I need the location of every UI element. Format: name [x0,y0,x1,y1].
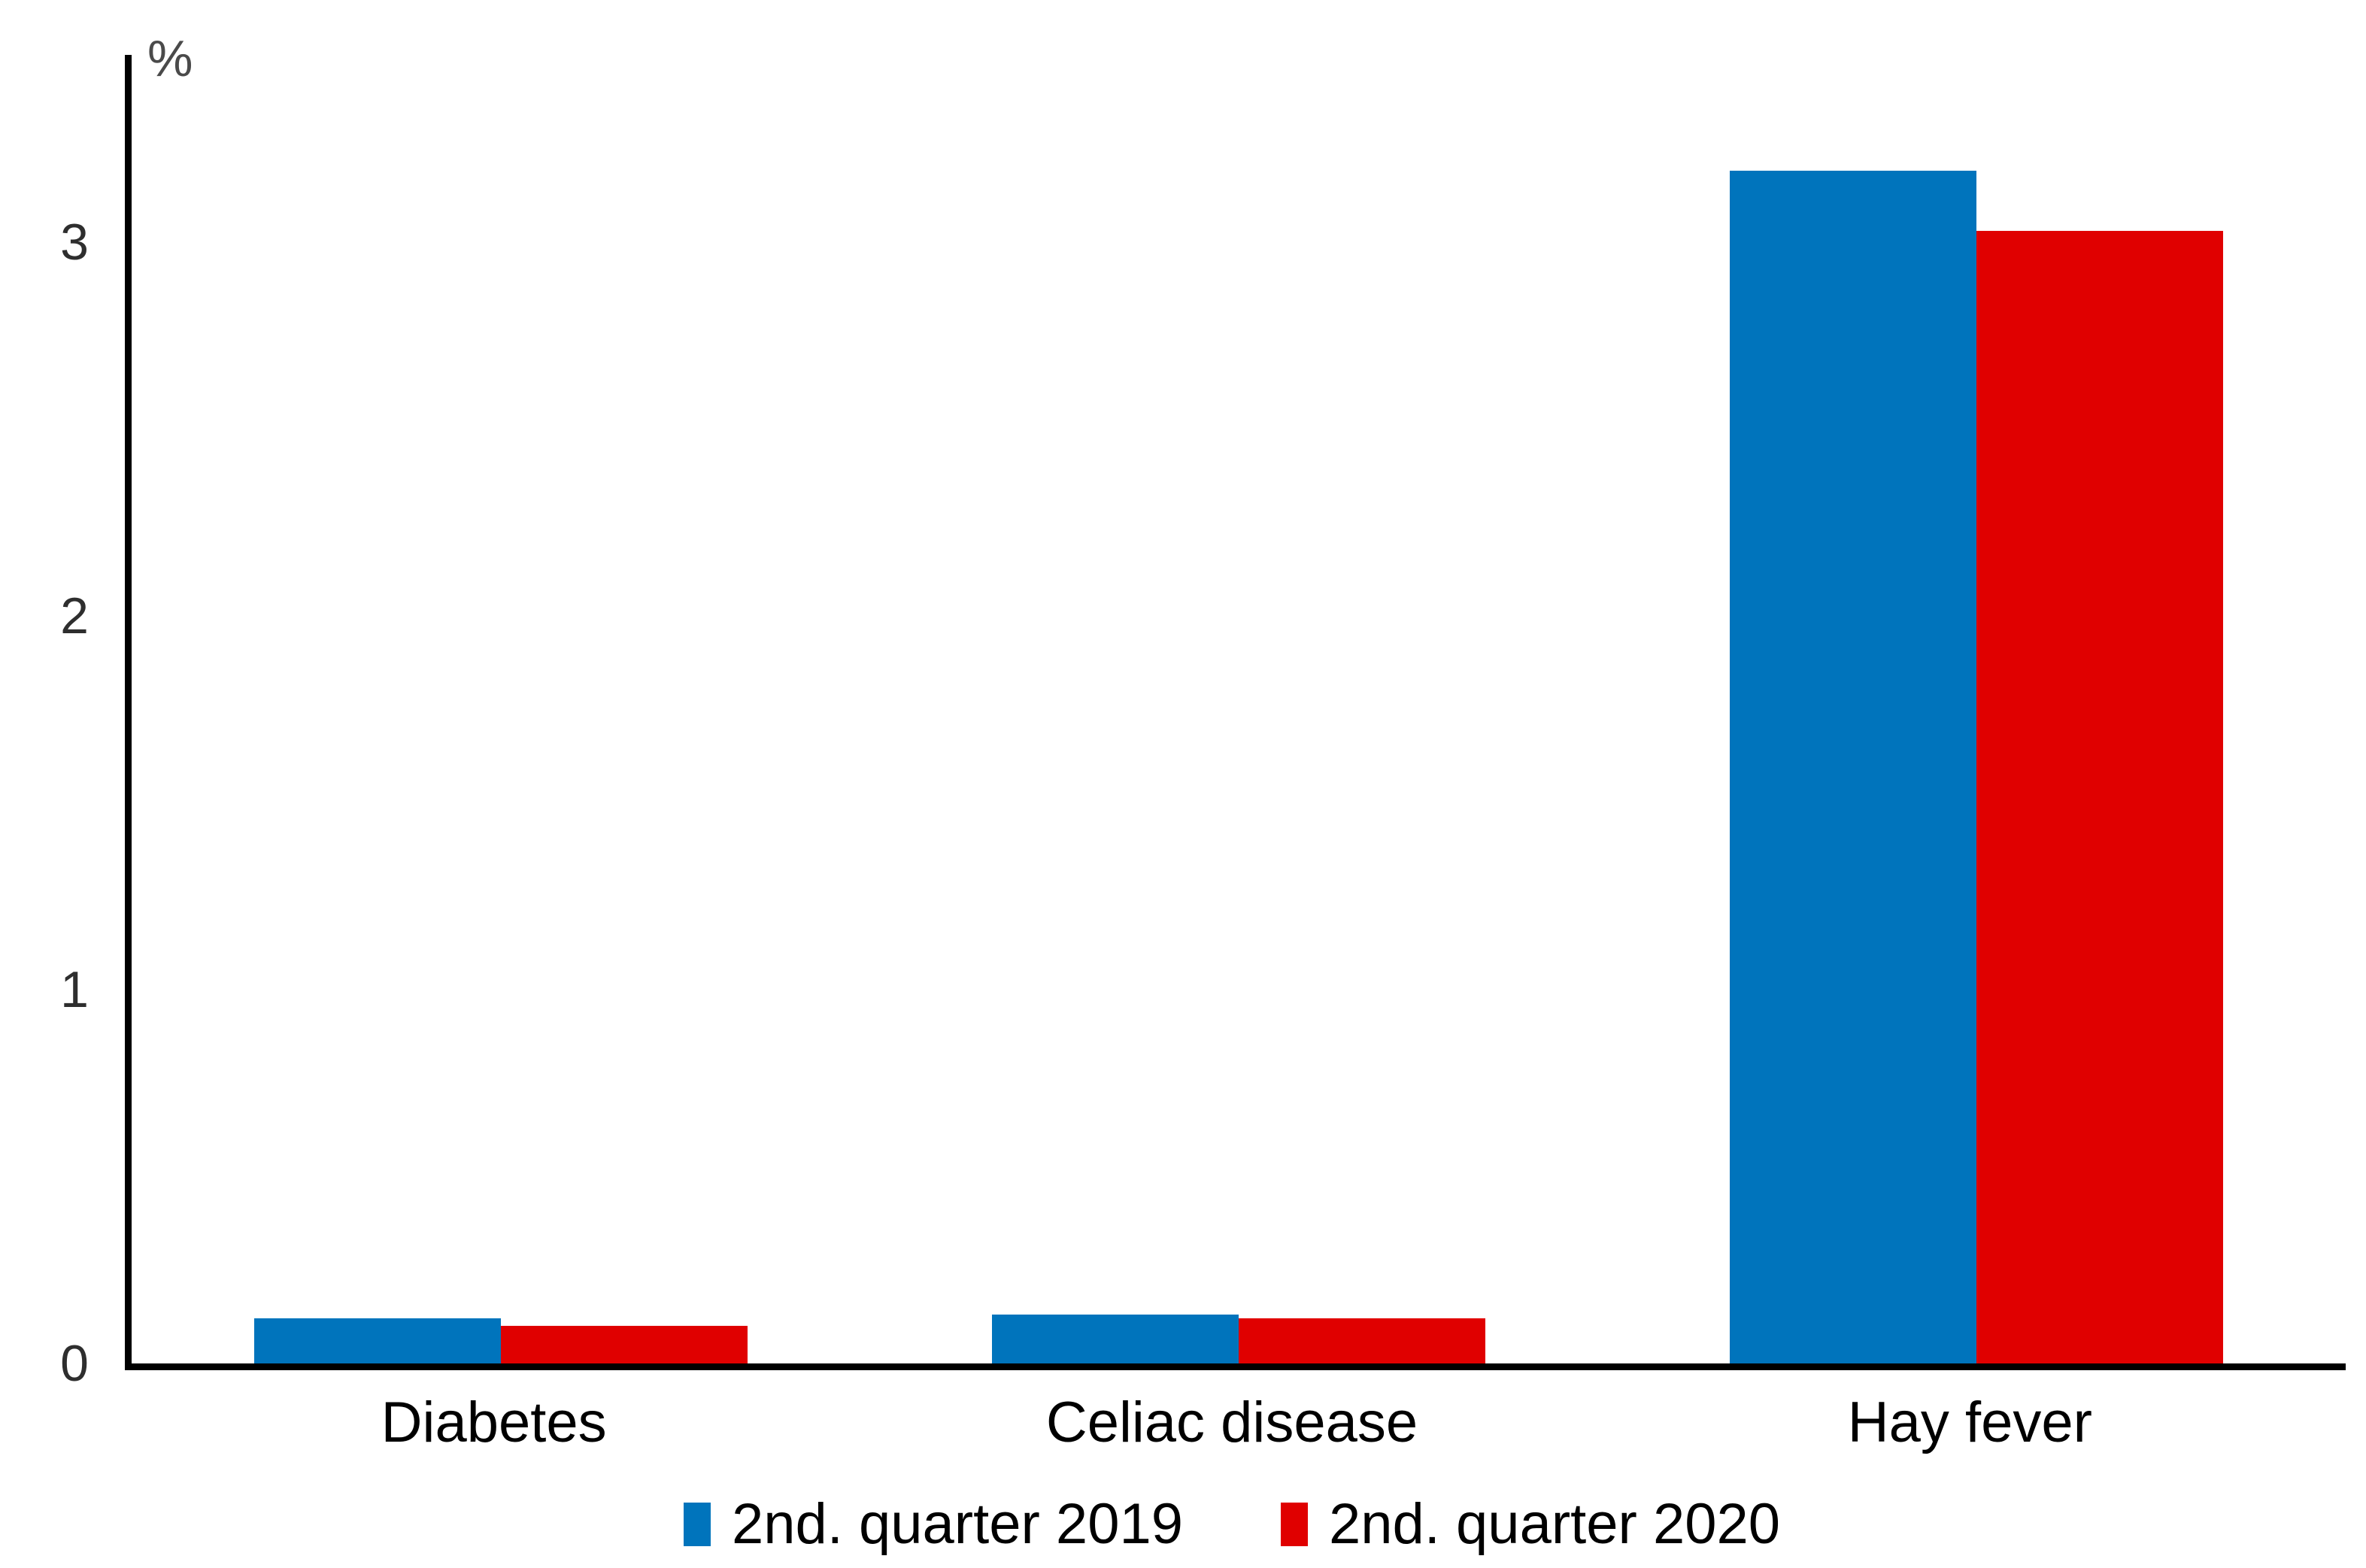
plot-area [125,55,2346,1370]
y-axis-unit-label: % [147,30,193,87]
bar-diabetes-series-0 [253,1318,501,1363]
bar-celiac-disease-series-0 [992,1315,1239,1363]
x-category-label: Diabetes [381,1391,607,1454]
x-category-label: Hay fever [1847,1391,2092,1454]
y-tick-label: 1 [60,960,89,1018]
y-tick-label: 2 [60,587,89,644]
y-tick-label: 0 [60,1335,89,1392]
bar-diabetes-series-1 [500,1326,748,1363]
x-category-label: Celiac disease [1045,1391,1418,1454]
legend-swatch-icon [1281,1503,1308,1546]
legend-label: 2nd. quarter 2020 [1329,1492,1781,1556]
chart-legend: 2nd. quarter 2019 2nd. quarter 2020 [125,1483,2339,1566]
y-axis-ticks: 0 1 2 3 [0,55,89,1389]
y-tick-label: 3 [60,213,89,271]
legend-item: 2nd. quarter 2020 [1281,1494,1780,1554]
bar-hay-fever-series-0 [1730,171,1977,1363]
legend-label: 2nd. quarter 2019 [731,1492,1183,1556]
legend-item: 2nd. quarter 2019 [683,1492,1183,1556]
x-axis-labels: Diabetes Celiac disease Hay fever [125,1393,2339,1468]
bar-hay-fever-series-1 [1976,231,2224,1363]
legend-swatch-icon [683,1503,711,1546]
bar-celiac-disease-series-1 [1239,1318,1485,1363]
